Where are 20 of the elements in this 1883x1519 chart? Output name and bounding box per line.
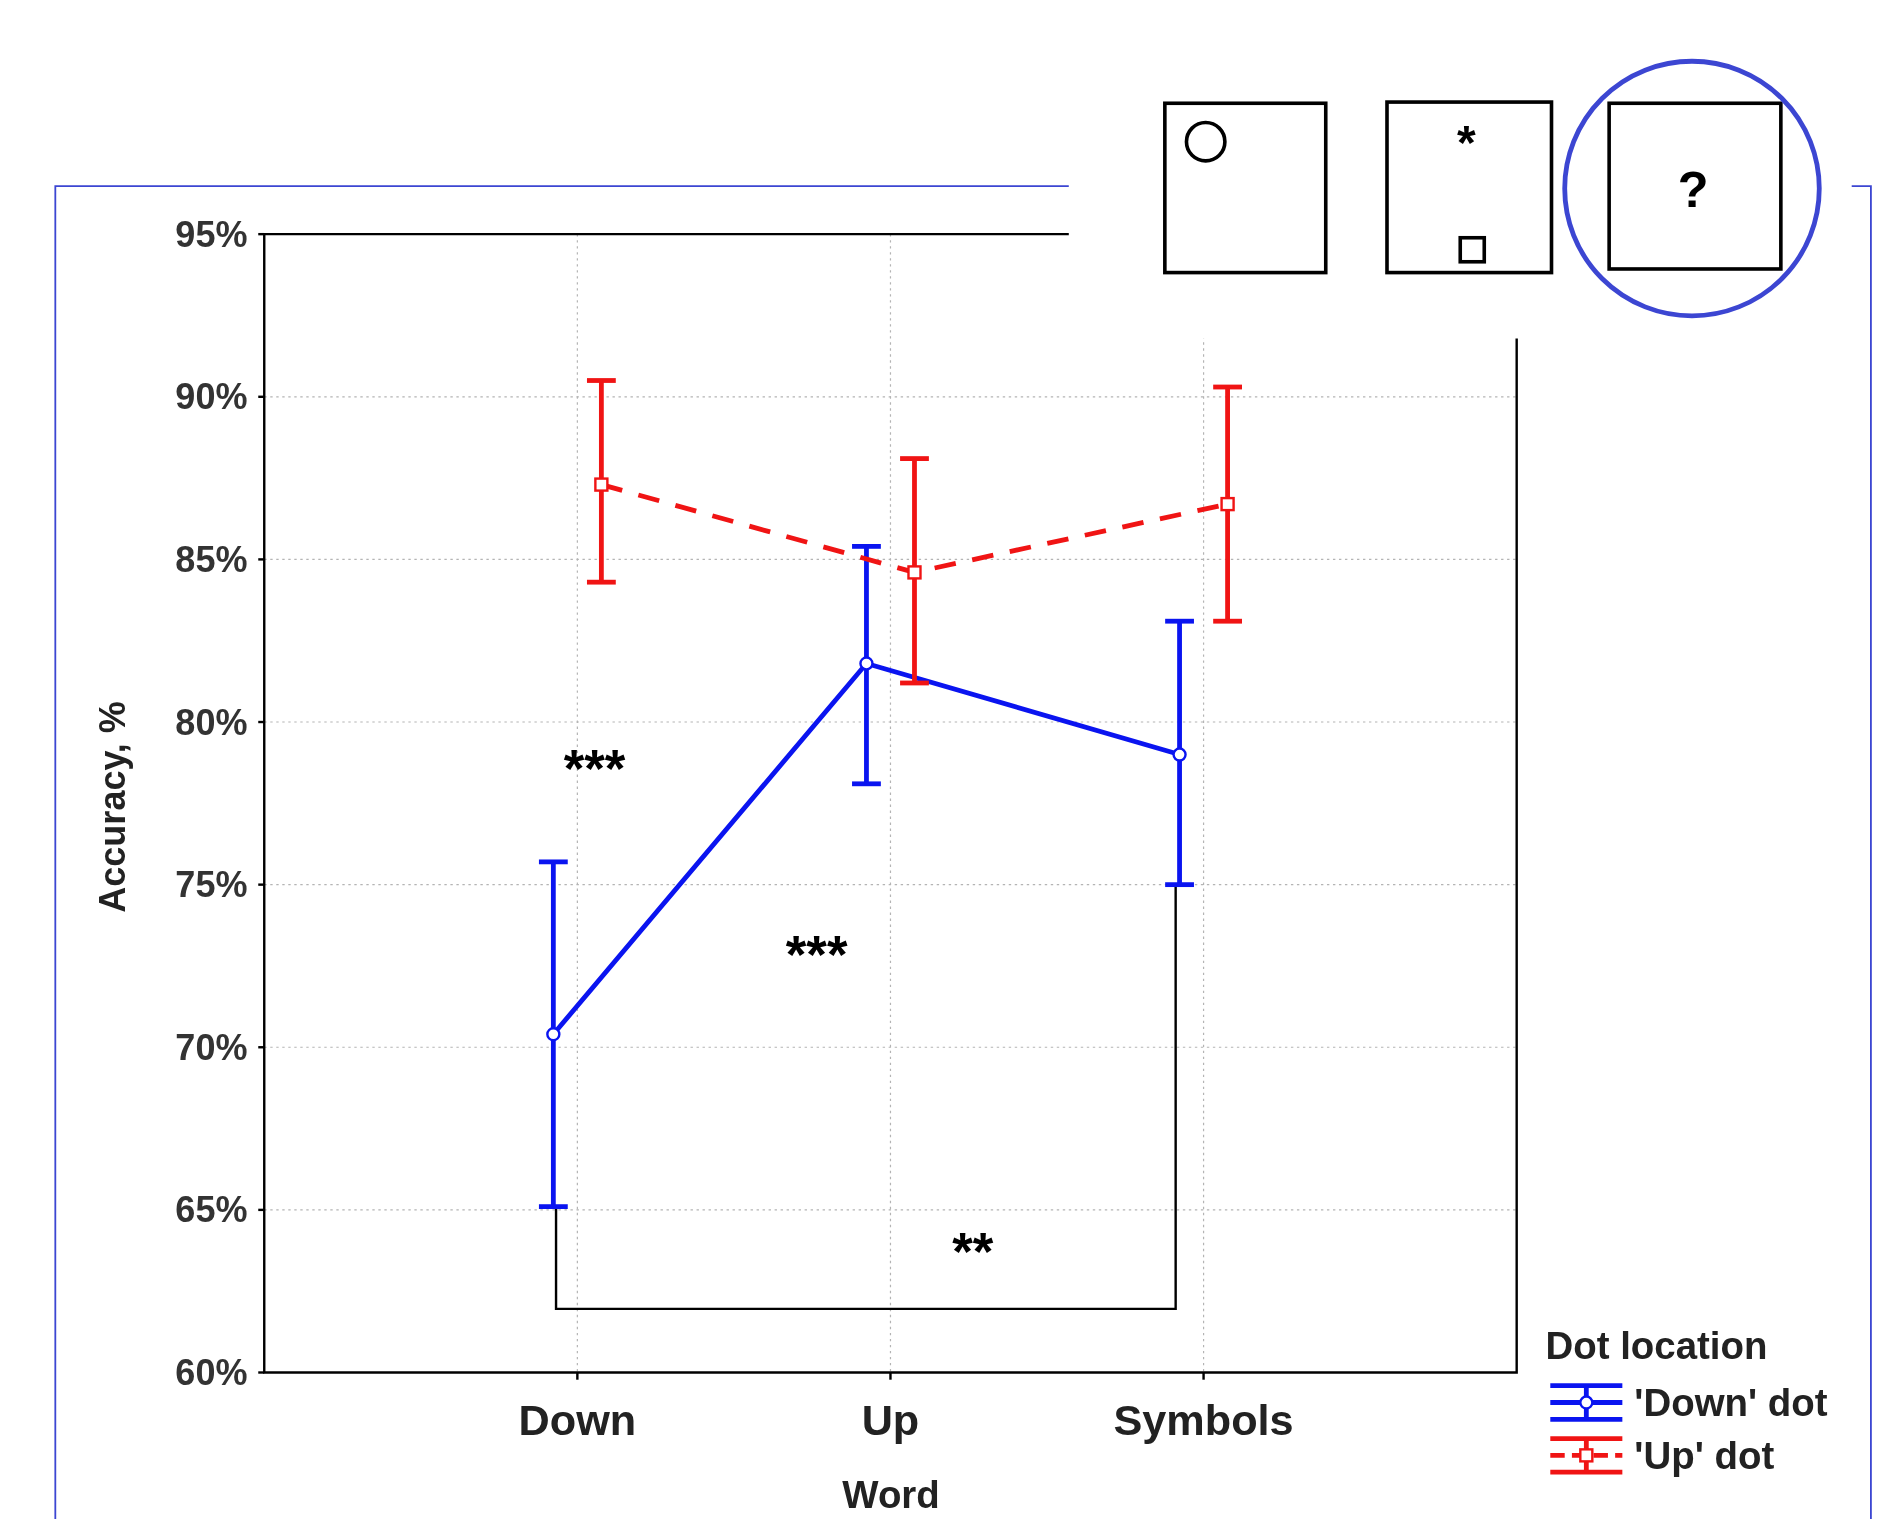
x-tick-label: Down [518,1395,637,1444]
annotation: ** [952,1222,994,1282]
y-tick-label: 85% [175,539,248,581]
x-tick-label: Symbols [1113,1395,1294,1444]
x-tick-label: Up [861,1395,920,1444]
annotation: *** [785,924,848,984]
annotation: *** [563,738,626,798]
y-tick-label: 95% [175,213,248,255]
y-tick-label: 60% [175,1352,248,1394]
legend-title: Dot location [1545,1324,1768,1368]
legend-label: 'Down' dot [1634,1380,1828,1424]
y-axis-title: Accuracy, % [91,701,133,913]
y-tick-label: 75% [175,864,248,906]
y-tick-label: 90% [175,376,248,418]
y-tick-label: 80% [175,701,248,743]
stimulus-cards: * ? [1163,58,1822,319]
y-tick-label: 65% [175,1189,248,1231]
y-tick-label: 70% [175,1026,248,1068]
legend-label: 'Up' dot [1634,1433,1775,1477]
x-axis-title: Word [842,1473,940,1517]
